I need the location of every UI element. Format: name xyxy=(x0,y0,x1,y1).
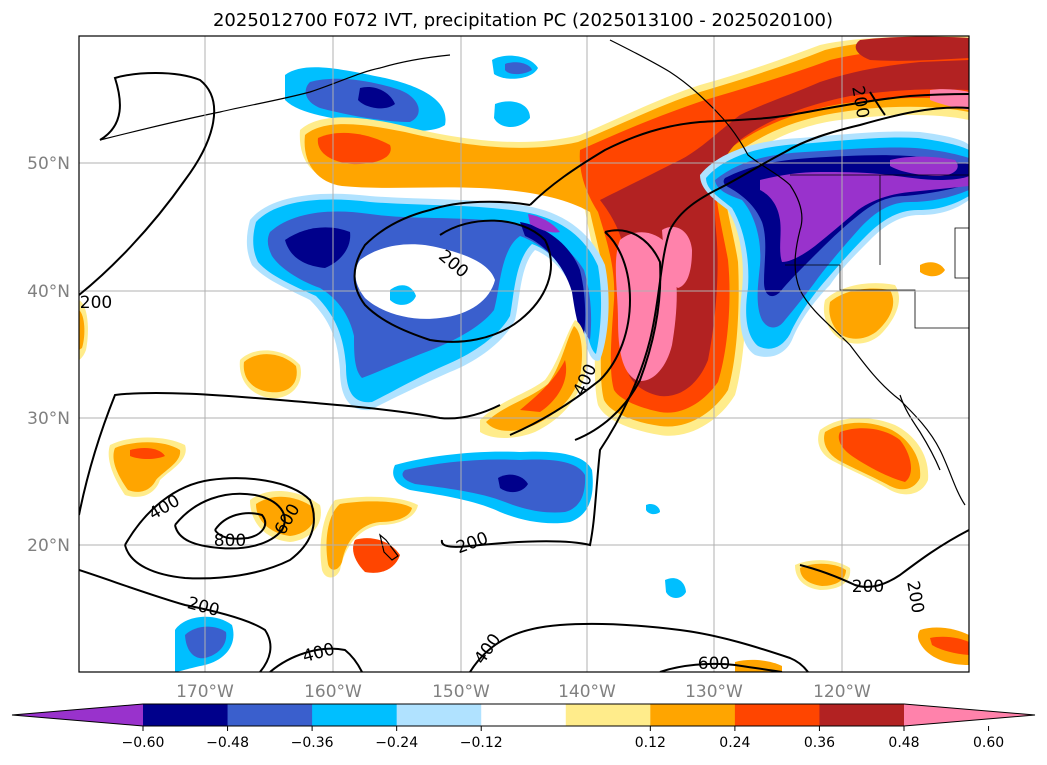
contour-400-ar xyxy=(509,231,632,436)
anomaly-se-corner-red xyxy=(930,636,969,655)
contour-400-bottom xyxy=(269,647,363,672)
anomaly-ar-darkred xyxy=(600,60,969,397)
contour-800-sw xyxy=(214,512,267,540)
anomaly-north-blue-2 xyxy=(494,101,530,127)
anomaly-ar-pink-2 xyxy=(662,226,692,288)
lon-label: 170°W xyxy=(176,682,234,702)
lat-label: 30°N xyxy=(27,409,70,429)
contour-label: 200 xyxy=(852,577,884,597)
anomaly-mid-orange xyxy=(243,354,297,393)
lon-label: 120°W xyxy=(813,682,871,702)
colorbar-segment xyxy=(650,704,736,726)
colorbar-segment xyxy=(734,704,820,726)
contour-600-bottom xyxy=(659,662,783,672)
anomaly-nw-red xyxy=(317,132,391,165)
colorbar-segment xyxy=(481,704,567,726)
colorbar-segment xyxy=(227,704,313,726)
coast-baja xyxy=(899,394,941,471)
contour-200-se xyxy=(799,529,969,588)
anomaly-hawaii xyxy=(326,501,412,570)
anomaly-wc-purple-2 xyxy=(890,156,958,176)
anomaly-small-blue xyxy=(665,578,686,598)
colorbar-tick-label: −0.48 xyxy=(206,735,249,751)
lat-label: 40°N xyxy=(27,282,70,302)
border-states-1 xyxy=(785,264,969,329)
contour-600-sw xyxy=(174,492,286,550)
anomaly-sw-red xyxy=(130,448,165,459)
anomaly-central-small xyxy=(390,285,416,305)
anomaly-subtropic-mid xyxy=(402,459,586,513)
contour-200-bottom xyxy=(79,569,272,672)
anomaly-north-blue-mid xyxy=(505,62,532,75)
anomaly-mx-red xyxy=(838,428,912,482)
map-frame xyxy=(78,35,970,673)
anomaly-ne-orange-small xyxy=(920,262,945,277)
colorbar-tick-label: 0.48 xyxy=(888,735,919,751)
colorbar-segment xyxy=(143,704,229,726)
anomaly-ca-orange xyxy=(829,288,894,339)
contour-label: 200 xyxy=(80,293,112,313)
lon-label: 140°W xyxy=(558,682,616,702)
contour-label: 800 xyxy=(214,531,246,551)
anomaly-se-orange xyxy=(800,563,846,586)
contour-400-ar-2 xyxy=(574,229,662,441)
border-states-3 xyxy=(954,227,969,279)
contour-200-ne-short xyxy=(869,91,886,116)
contour-400-bottom-2 xyxy=(469,622,809,672)
colorbar-extend-low xyxy=(12,704,143,726)
anomaly-left-edge xyxy=(79,310,85,350)
contour-label: 600 xyxy=(698,654,730,674)
anomaly-south-blue-mid xyxy=(185,626,227,659)
anomaly-wc-purple xyxy=(760,172,969,262)
map-title: 2025012700 F072 IVT, precipitation PC (2… xyxy=(213,10,833,31)
map-panel: 200 200 200 200 200 200 200 400 400 400 … xyxy=(27,35,970,702)
lon-label: 160°W xyxy=(304,682,362,702)
colorbar-tick-label: −0.24 xyxy=(375,735,418,751)
colorbar-tick-label: 0.24 xyxy=(719,735,750,751)
contour-200-swirl xyxy=(353,200,552,343)
coastlines xyxy=(99,39,966,561)
lon-tick-labels: 170°W 160°W 150°W 140°W 130°W 120°W xyxy=(176,682,871,702)
colorbar-segment xyxy=(312,704,398,726)
anomaly-hawaii-red xyxy=(353,538,400,573)
colorbar-segment xyxy=(819,704,905,726)
anomaly-central-dark-1 xyxy=(285,227,351,268)
contour-200-north xyxy=(529,93,969,206)
shaded-field xyxy=(79,36,969,672)
lon-label: 150°W xyxy=(432,682,490,702)
lon-label: 130°W xyxy=(685,682,743,702)
contour-400-sw xyxy=(124,477,315,580)
colorbar-tick-label: −0.60 xyxy=(122,735,165,751)
anomaly-bottom-orange xyxy=(735,659,782,672)
colorbar-segment xyxy=(565,704,651,726)
anomaly-mid-red xyxy=(520,360,567,412)
lat-label: 50°N xyxy=(27,154,70,174)
ivt-contours xyxy=(79,72,969,672)
anomaly-mid-orange2 xyxy=(486,326,582,431)
colorbar-extend-high xyxy=(904,704,1035,726)
lat-tick-labels: 50°N 40°N 30°N 20°N xyxy=(27,154,70,556)
colorbar-tick-label: 0.12 xyxy=(635,735,666,751)
gridlines xyxy=(79,36,969,672)
anomaly-subtropic-dark xyxy=(498,474,528,493)
colorbar-tick-label: 0.60 xyxy=(973,735,1004,751)
colorbar-segment xyxy=(396,704,482,726)
island-hawaii xyxy=(379,533,399,561)
lat-label: 20°N xyxy=(27,536,70,556)
coast-aleutian xyxy=(99,54,451,141)
anomaly-swirl-purple xyxy=(528,214,560,233)
coast-north-america xyxy=(609,39,966,506)
contour-200-east xyxy=(440,106,969,548)
anomaly-ne-darkred xyxy=(855,36,969,61)
colorbar-tick-label: −0.36 xyxy=(291,735,334,751)
colorbar: −0.60 −0.48 −0.36 −0.24 −0.12 0.12 0.24 0.36 0.4… xyxy=(11,703,1036,751)
contour-200-nw xyxy=(79,72,216,296)
colorbar-tick-label: −0.12 xyxy=(460,735,503,751)
anomaly-nw-blue-dark xyxy=(358,86,395,109)
colorbar-tick-label: 0.36 xyxy=(804,735,835,751)
state-borders xyxy=(785,174,969,329)
contour-200-south xyxy=(79,391,501,516)
anomaly-small-blue-2 xyxy=(646,503,660,515)
